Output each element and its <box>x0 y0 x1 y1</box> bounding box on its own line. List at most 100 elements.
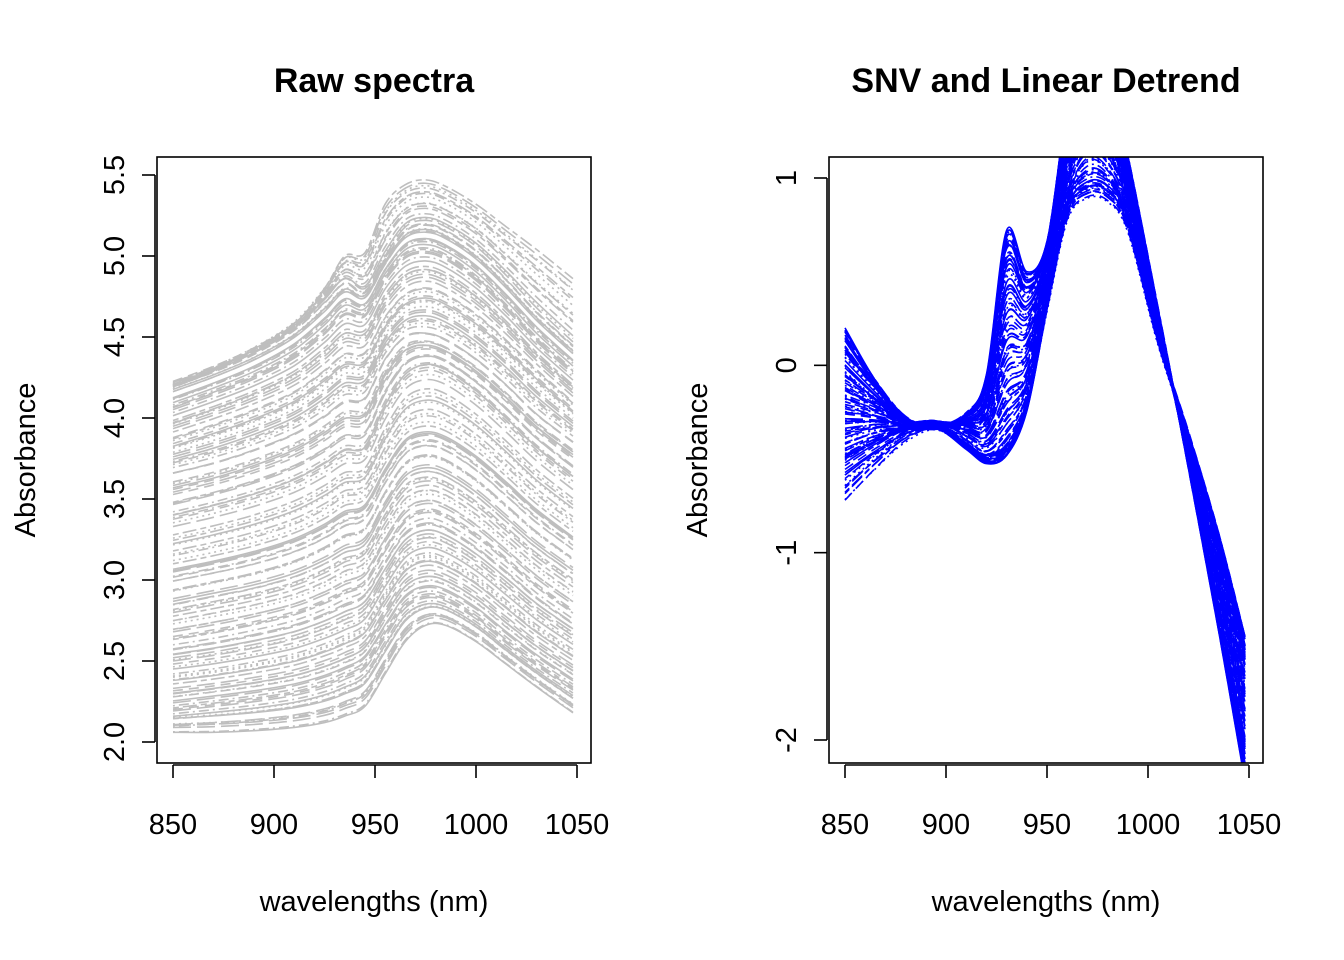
y-tick-label: 4.5 <box>99 317 131 357</box>
y-tick-label: -2 <box>771 727 803 753</box>
spectrum-line <box>844 159 1246 646</box>
x-tick-label: 950 <box>351 809 399 841</box>
spectrum-line <box>844 157 1246 712</box>
spectrum-line <box>844 157 1246 698</box>
spectrum-line <box>844 157 1246 666</box>
spectrum-line <box>172 502 574 633</box>
raw-spectra-ylabel: Absorbance <box>10 383 42 538</box>
spectrum-line <box>844 157 1246 763</box>
spectrum-line <box>844 157 1246 673</box>
spectrum-line <box>844 157 1246 649</box>
snv-detrend-lines <box>844 157 1246 763</box>
snv-detrend-plot-frame <box>828 156 1264 764</box>
spectrum-line <box>844 157 1243 763</box>
spectrum-line <box>172 317 574 463</box>
raw-spectra-panel: Raw spectra wavelengths (nm) Absorbance … <box>10 62 609 918</box>
snv-detrend-title: SNV and Linear Detrend <box>851 62 1240 100</box>
x-tick-label: 850 <box>821 809 869 841</box>
spectrum-line <box>172 355 574 506</box>
spectrum-line <box>844 157 1246 646</box>
spectrum-line <box>844 157 1246 717</box>
spectrum-line <box>172 480 574 614</box>
spectrum-line <box>844 157 1246 669</box>
spectrum-line <box>172 276 574 430</box>
spectrum-line <box>172 614 574 727</box>
spectrum-line <box>844 157 1246 658</box>
x-tick-label: 1050 <box>1217 809 1282 841</box>
spectrum-line <box>844 157 1246 699</box>
x-tick-label: 900 <box>250 809 298 841</box>
spectrum-line <box>844 157 1246 709</box>
spectrum-line <box>844 157 1246 662</box>
spectrum-line <box>172 621 574 733</box>
spectrum-line <box>844 157 1246 759</box>
spectrum-line <box>172 340 574 483</box>
spectrum-line <box>172 440 574 578</box>
spectrum-line <box>172 268 574 425</box>
spectrum-line <box>172 509 574 640</box>
spectrum-line <box>172 344 574 489</box>
x-tick-label: 1000 <box>444 809 509 841</box>
y-tick-label: 5.5 <box>99 155 131 195</box>
spectrum-line <box>844 157 1246 745</box>
spectrum-line <box>172 355 574 504</box>
spectrum-line <box>844 157 1245 763</box>
y-tick-label: 3.0 <box>99 560 131 600</box>
spectrum-line <box>844 157 1246 685</box>
spectrum-line <box>172 387 574 536</box>
spectrum-line <box>172 552 574 675</box>
spectrum-line <box>844 157 1246 699</box>
spectrum-line <box>172 260 574 417</box>
spectrum-line <box>844 157 1246 656</box>
y-tick-label: 3.5 <box>99 479 131 519</box>
raw-spectra-y-axis: 2.0 2.5 3.0 3.5 4.0 4.5 5.0 5.5 <box>99 155 156 762</box>
spectrum-line <box>172 288 574 440</box>
spectrum-line <box>844 157 1246 695</box>
spectrum-line <box>172 314 574 461</box>
x-tick-label: 900 <box>922 809 970 841</box>
spectrum-line <box>844 163 1246 647</box>
spectrum-line <box>172 517 574 646</box>
spectrum-line <box>844 157 1246 677</box>
spectrum-line <box>172 348 574 496</box>
spectrum-line <box>844 175 1246 637</box>
spectrum-line <box>172 378 574 528</box>
spectrum-line <box>844 157 1246 747</box>
spectrum-line <box>172 484 574 617</box>
spectrum-line <box>172 575 574 695</box>
spectrum-line <box>844 157 1246 720</box>
spectrum-line <box>172 579 574 698</box>
spectrum-line <box>844 157 1246 685</box>
spectrum-line <box>172 444 574 582</box>
spectrum-line <box>844 171 1246 642</box>
spectrum-line <box>844 157 1245 763</box>
spectrum-line <box>172 273 574 428</box>
spectrum-line <box>172 250 574 409</box>
spectrum-line <box>172 476 574 611</box>
spectrum-line <box>844 157 1246 763</box>
x-tick-label: 850 <box>149 809 197 841</box>
x-tick-label: 1050 <box>545 809 610 841</box>
spectrum-line <box>844 157 1246 677</box>
spectrum-line <box>844 157 1246 651</box>
spectrum-line <box>844 157 1246 653</box>
spectrum-line <box>172 311 574 458</box>
spectrum-line <box>844 157 1246 743</box>
spectrum-line <box>172 605 574 720</box>
spectrum-line <box>172 248 574 408</box>
spectrum-line <box>172 341 574 487</box>
spectrum-line <box>172 280 574 433</box>
spectrum-line <box>844 157 1246 738</box>
spectrum-line <box>844 157 1246 763</box>
spectrum-line <box>172 529 574 655</box>
spectrum-line <box>172 395 574 542</box>
spectrum-line <box>172 297 574 447</box>
raw-spectra-xlabel: wavelengths (nm) <box>259 886 489 918</box>
spectrum-line <box>172 319 574 464</box>
spectrum-line <box>844 157 1246 748</box>
spectrum-line <box>172 454 574 591</box>
raw-spectra-x-axis: 850 900 950 1000 1050 <box>149 764 610 841</box>
spectrum-line <box>172 408 574 552</box>
spectrum-line <box>172 230 574 393</box>
